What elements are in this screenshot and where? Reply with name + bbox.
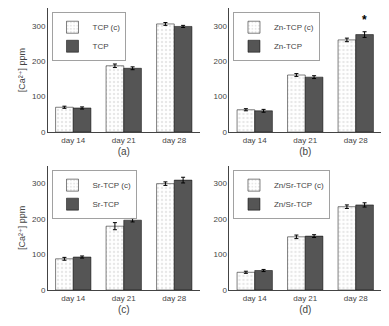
svg-text:(a): (a) bbox=[118, 146, 130, 157]
svg-text:day 14: day 14 bbox=[61, 294, 86, 303]
svg-text:day 28: day 28 bbox=[344, 294, 369, 303]
svg-text:day 28: day 28 bbox=[162, 136, 187, 145]
svg-text:[Ca²⁺] ppm: [Ca²⁺] ppm bbox=[17, 206, 27, 250]
svg-text:200: 200 bbox=[32, 215, 46, 224]
svg-text:300: 300 bbox=[32, 22, 46, 31]
svg-text:0: 0 bbox=[41, 128, 46, 137]
svg-text:(d): (d) bbox=[299, 304, 311, 315]
svg-text:Zn/Sr-TCP: Zn/Sr-TCP bbox=[274, 200, 312, 209]
svg-text:(b): (b) bbox=[299, 146, 311, 157]
svg-text:day 28: day 28 bbox=[162, 294, 187, 303]
svg-text:*: * bbox=[362, 13, 367, 27]
svg-text:Sr-TCP: Sr-TCP bbox=[92, 200, 119, 209]
svg-text:day 21: day 21 bbox=[112, 294, 137, 303]
svg-text:100: 100 bbox=[32, 92, 46, 101]
svg-text:200: 200 bbox=[214, 215, 228, 224]
svg-text:day 14: day 14 bbox=[243, 136, 268, 145]
svg-text:100: 100 bbox=[214, 92, 228, 101]
svg-text:100: 100 bbox=[32, 250, 46, 259]
svg-text:200: 200 bbox=[32, 57, 46, 66]
svg-text:Zn-TCP: Zn-TCP bbox=[274, 42, 302, 51]
svg-text:300: 300 bbox=[214, 22, 228, 31]
svg-text:Zn/Sr-TCP (c): Zn/Sr-TCP (c) bbox=[274, 181, 324, 190]
svg-text:0: 0 bbox=[222, 128, 227, 137]
svg-text:300: 300 bbox=[32, 179, 46, 188]
svg-text:0: 0 bbox=[222, 286, 227, 295]
svg-text:day 21: day 21 bbox=[293, 136, 318, 145]
svg-text:300: 300 bbox=[214, 179, 228, 188]
svg-text:day 21: day 21 bbox=[293, 294, 318, 303]
svg-text:TCP: TCP bbox=[92, 42, 108, 51]
svg-text:day 21: day 21 bbox=[112, 136, 137, 145]
svg-text:day 14: day 14 bbox=[243, 294, 268, 303]
svg-text:day 14: day 14 bbox=[61, 136, 86, 145]
svg-text:[Ca²⁺] ppm: [Ca²⁺] ppm bbox=[17, 48, 27, 92]
svg-text:Zn-TCP (c): Zn-TCP (c) bbox=[274, 23, 314, 32]
svg-text:200: 200 bbox=[214, 57, 228, 66]
svg-text:Sr-TCP (c): Sr-TCP (c) bbox=[92, 181, 130, 190]
svg-text:100: 100 bbox=[214, 250, 228, 259]
svg-text:(c): (c) bbox=[118, 304, 130, 315]
svg-text:day 28: day 28 bbox=[344, 136, 369, 145]
svg-text:TCP (c): TCP (c) bbox=[92, 23, 120, 32]
svg-text:0: 0 bbox=[41, 286, 46, 295]
